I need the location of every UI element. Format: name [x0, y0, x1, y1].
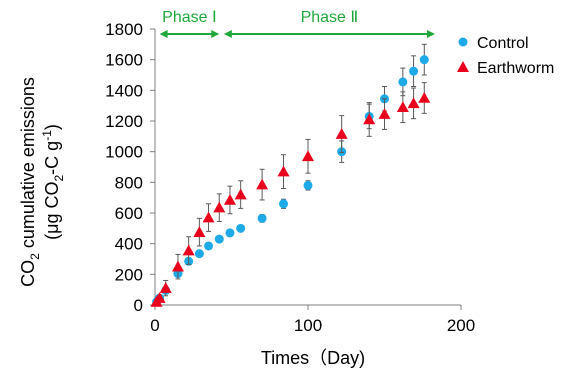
axes: 0 200 400 600 800 1000 1200 1400 1600 1800 0 100 20… — [105, 20, 475, 335]
legend-marker-circle — [459, 38, 468, 47]
title-text: cumulative emissions — [18, 77, 38, 253]
data-point-triangle — [172, 261, 184, 272]
data-point-triangle — [224, 194, 236, 205]
data-point-circle — [398, 77, 407, 86]
y-tick-label: 0 — [134, 296, 143, 315]
y-axis-title: CO2 cumulative emissions (μg CO2-C g-1) — [18, 77, 66, 287]
data-series — [151, 44, 431, 306]
data-point-circle — [236, 224, 245, 233]
x-axis-title: Times（Day) — [261, 348, 365, 368]
y-tick-label: 1600 — [105, 51, 143, 70]
data-point-triangle — [379, 108, 391, 119]
y-ticks: 0 200 400 600 800 1000 1200 1400 1600 1800 — [105, 20, 155, 315]
legend-label: Control — [477, 35, 529, 52]
phase-annotations: Phase Ⅰ Phase Ⅱ — [160, 9, 435, 38]
y-tick-label: 1400 — [105, 81, 143, 100]
legend: Control Earthworm — [457, 35, 554, 77]
data-point-triangle — [336, 128, 348, 139]
data-point-circle — [279, 199, 288, 208]
x-ticks: 0 100 200 — [150, 305, 475, 335]
data-point-triangle — [213, 202, 225, 213]
data-point-circle — [420, 55, 429, 64]
phase-annotation: Phase Ⅰ — [160, 9, 220, 38]
title-text: CO — [18, 260, 38, 287]
title-text: (μg CO — [42, 181, 62, 239]
data-point-circle — [215, 235, 224, 244]
y-axis-title-line2: (μg CO2-C g-1) — [40, 124, 66, 240]
series-earthworm — [151, 83, 431, 307]
legend-item-control: Control — [459, 35, 529, 52]
y-tick-label: 600 — [115, 204, 143, 223]
phase-annotation: Phase Ⅱ — [224, 9, 435, 38]
x-tick-label: 100 — [294, 316, 322, 335]
data-point-circle — [304, 181, 313, 190]
data-point-triangle — [256, 179, 268, 190]
phase-arrow-right-head — [427, 30, 435, 38]
data-point-triangle — [235, 189, 247, 200]
data-point-triangle — [203, 212, 215, 223]
data-point-triangle — [278, 166, 290, 177]
superscript: -1 — [40, 130, 54, 141]
data-point-triangle — [397, 101, 409, 112]
phase-arrow-right-head — [211, 30, 219, 38]
y-tick-label: 200 — [115, 265, 143, 284]
legend-marker-triangle — [457, 61, 469, 72]
phase-label: Phase Ⅰ — [162, 9, 217, 26]
data-point-circle — [195, 249, 204, 258]
data-point-triangle — [193, 226, 205, 237]
data-point-circle — [225, 228, 234, 237]
y-tick-label: 1800 — [105, 20, 143, 39]
y-tick-label: 1200 — [105, 112, 143, 131]
data-point-triangle — [160, 282, 172, 293]
series-control — [152, 44, 429, 306]
y-tick-label: 800 — [115, 173, 143, 192]
data-point-triangle — [302, 150, 314, 161]
y-axis-title-line1: CO2 cumulative emissions — [18, 77, 42, 287]
title-text: -C g — [42, 141, 62, 175]
data-point-circle — [409, 67, 418, 76]
data-point-circle — [258, 214, 267, 223]
phase-arrow-left-head — [224, 30, 232, 38]
phase-label: Phase Ⅱ — [301, 9, 359, 26]
x-tick-label: 0 — [150, 316, 159, 335]
legend-label: Earthworm — [477, 60, 554, 77]
legend-item-earthworm: Earthworm — [457, 60, 554, 77]
data-point-triangle — [183, 245, 195, 256]
phase-arrow-left-head — [160, 30, 168, 38]
data-point-circle — [204, 241, 213, 250]
x-tick-label: 200 — [447, 316, 475, 335]
data-point-triangle — [418, 92, 430, 103]
data-point-triangle — [408, 97, 420, 108]
title-text: ) — [42, 124, 62, 130]
y-tick-label: 1000 — [105, 143, 143, 162]
y-tick-label: 400 — [115, 235, 143, 254]
